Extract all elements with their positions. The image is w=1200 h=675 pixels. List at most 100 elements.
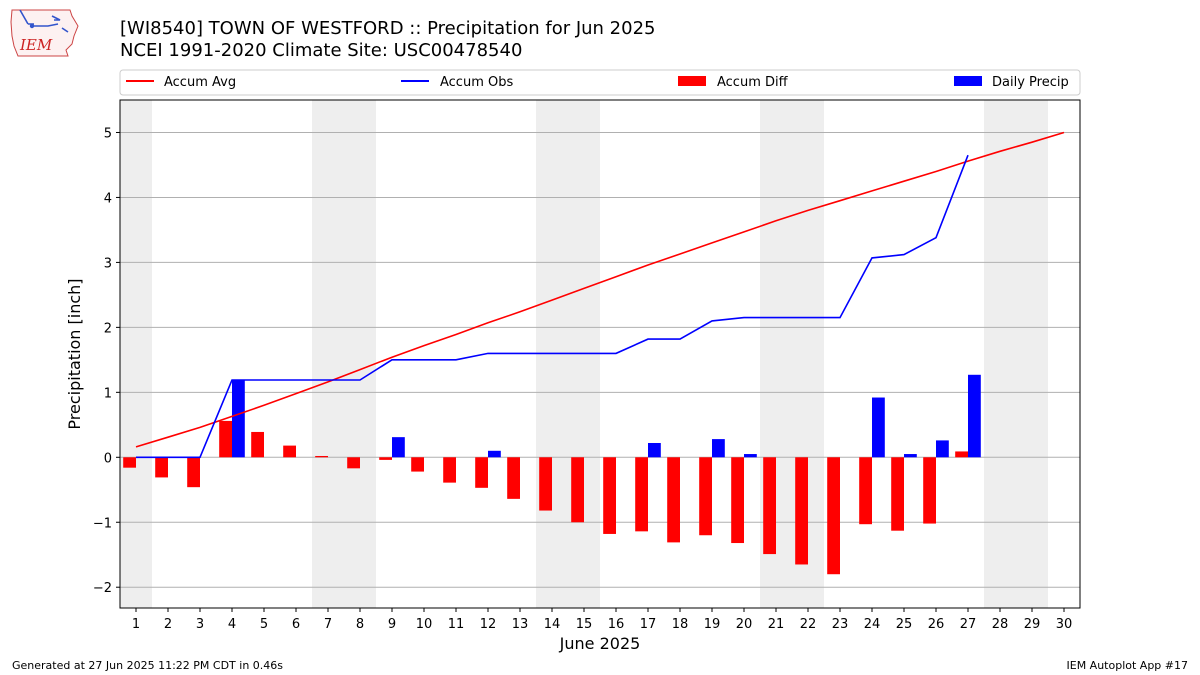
x-tick-label: 24 — [864, 617, 881, 632]
y-axis-label: Precipitation [inch] — [65, 278, 84, 429]
accum-diff-bar — [123, 457, 136, 468]
weather-station-icon — [19, 9, 69, 33]
daily-precip-bar — [936, 440, 949, 458]
accum-diff-bar — [763, 457, 776, 555]
accum-diff-bar — [475, 457, 488, 488]
x-tick-label: 9 — [388, 617, 396, 632]
accum-diff-bar — [859, 457, 872, 525]
accum-diff-bar — [603, 457, 616, 534]
y-tick-label: −2 — [93, 581, 112, 596]
accum-diff-bar — [251, 431, 264, 458]
daily-precip-bar — [968, 374, 981, 458]
autoplot-app-label: IEM Autoplot App #17 — [1066, 659, 1189, 672]
accum-diff-bar — [379, 457, 392, 460]
accum-diff-bar — [315, 455, 328, 458]
accum-diff-bar — [795, 457, 808, 565]
y-tick-label: 4 — [104, 191, 112, 206]
x-tick-label: 5 — [260, 617, 268, 632]
accum-diff-bar — [571, 457, 584, 523]
weekend-shade — [120, 100, 152, 608]
plot-frame — [119, 99, 1081, 609]
x-tick-label: 13 — [512, 617, 529, 632]
y-tick-label: 0 — [104, 451, 112, 466]
x-tick-label: 17 — [640, 617, 657, 632]
x-tick-label: 11 — [448, 617, 465, 632]
accum-diff-bar — [283, 445, 296, 458]
legend-swatch — [678, 76, 706, 86]
accum-diff-bar — [667, 457, 680, 543]
bars — [123, 374, 981, 575]
accum-diff-bar — [155, 457, 168, 478]
weekend-shade — [984, 100, 1016, 608]
daily-precip-bar — [744, 454, 757, 458]
y-tick-label: 1 — [104, 386, 112, 401]
accum-avg-line — [135, 131, 1065, 448]
x-tick-label: 20 — [736, 617, 753, 632]
daily-precip-bar — [712, 439, 725, 458]
accum-diff-bar — [219, 420, 232, 458]
station-dot-icon — [29, 23, 35, 29]
daily-precip-bar — [872, 397, 885, 458]
daily-precip-bar — [488, 450, 501, 458]
y-tick-label: −1 — [93, 516, 112, 531]
weekend-shade — [344, 100, 376, 608]
x-tick-label: 3 — [196, 617, 204, 632]
y-tick-label: 5 — [104, 126, 112, 141]
x-tick-label: 7 — [324, 617, 332, 632]
x-tick-label: 18 — [672, 617, 689, 632]
x-tick-label: 16 — [608, 617, 625, 632]
x-tick-label: 1 — [132, 617, 140, 632]
x-tick-label: 12 — [480, 617, 497, 632]
chart-title: [WI8540] TOWN OF WESTFORD :: Precipitati… — [120, 18, 656, 39]
x-tick-label: 23 — [832, 617, 849, 632]
accum-diff-bar — [731, 457, 744, 544]
x-axis-label: June 2025 — [559, 634, 641, 653]
legend-swatch — [954, 76, 982, 86]
accum-diff-bar — [699, 457, 712, 536]
x-tick-label: 21 — [768, 617, 785, 632]
x-tick-label: 25 — [896, 617, 913, 632]
legend-label: Daily Precip — [992, 75, 1069, 90]
accum-diff-bar — [187, 457, 200, 488]
accum-diff-bar — [891, 457, 904, 531]
logo-text: IEM — [19, 36, 53, 54]
legend-box — [119, 69, 1081, 96]
legend-label: Accum Avg — [164, 75, 236, 90]
y-axis-ticks: −2 −1 0 1 2 3 4 5 — [93, 126, 120, 596]
x-tick-label: 14 — [544, 617, 561, 632]
chart-subtitle: NCEI 1991-2020 Climate Site: USC00478540 — [120, 40, 523, 61]
accum-diff-bar — [955, 451, 968, 458]
accum-diff-bar — [443, 457, 456, 483]
daily-precip-bar — [392, 437, 405, 458]
legend: Accum Avg Accum Obs Accum Diff Daily Precip — [119, 69, 1081, 96]
weekend-shade — [312, 100, 344, 608]
accum-diff-bar — [347, 457, 360, 469]
weekend-shade — [1016, 100, 1048, 608]
x-tick-label: 26 — [928, 617, 945, 632]
accum-diff-bar — [827, 457, 840, 575]
accum-obs-line — [136, 154, 969, 459]
generated-timestamp: Generated at 27 Jun 2025 11:22 PM CDT in… — [12, 659, 284, 672]
iem-logo: IEM — [10, 9, 79, 57]
legend-label: Accum Diff — [717, 75, 789, 90]
accum-diff-bar — [539, 457, 552, 511]
x-axis-ticks: 1 2 3 4 5 6 7 8 9 10 11 12 13 14 15 16 17 18 19 20 21 22 23 24 2… — [132, 608, 1072, 632]
x-tick-label: 15 — [576, 617, 593, 632]
x-tick-label: 4 — [228, 617, 236, 632]
x-tick-label: 6 — [292, 617, 300, 632]
y-tick-label: 3 — [104, 256, 112, 271]
accumulation-lines — [135, 131, 1065, 459]
x-tick-label: 19 — [704, 617, 721, 632]
x-tick-label: 29 — [1024, 617, 1041, 632]
x-tick-label: 8 — [356, 617, 364, 632]
accum-diff-bar — [635, 457, 648, 532]
x-tick-label: 30 — [1056, 617, 1073, 632]
daily-precip-bar — [648, 442, 661, 458]
x-tick-label: 2 — [164, 617, 172, 632]
legend-label: Accum Obs — [440, 75, 513, 90]
x-tick-label: 10 — [416, 617, 433, 632]
y-tick-label: 2 — [104, 321, 112, 336]
daily-precip-bar — [904, 454, 917, 458]
accum-diff-bar — [411, 457, 424, 472]
